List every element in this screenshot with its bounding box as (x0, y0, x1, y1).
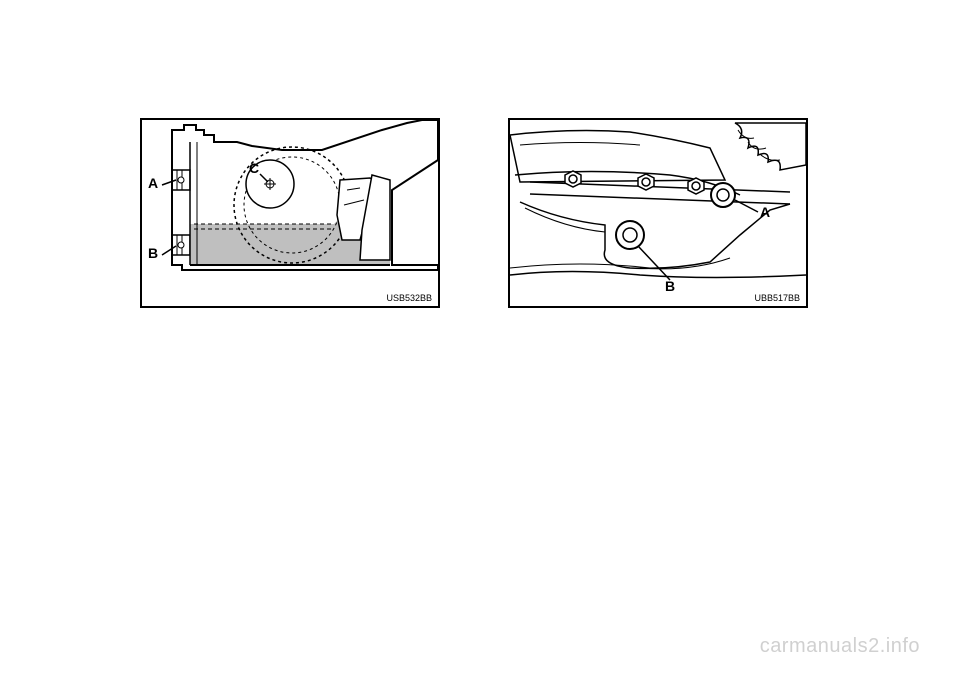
figure-code-right: UBB517BB (754, 293, 800, 303)
figure-left: A B C USB532BB (140, 118, 440, 308)
figure-code-left: USB532BB (386, 293, 432, 303)
label-b-left: B (148, 245, 158, 261)
diagram-left-svg (142, 120, 438, 306)
figure-right: A B UBB517BB (508, 118, 808, 308)
label-b-right: B (665, 278, 675, 294)
watermark-text: carmanuals2.info (760, 635, 920, 658)
label-a-left: A (148, 175, 158, 191)
label-a-right: A (760, 204, 770, 220)
label-c-left: C (249, 160, 259, 176)
